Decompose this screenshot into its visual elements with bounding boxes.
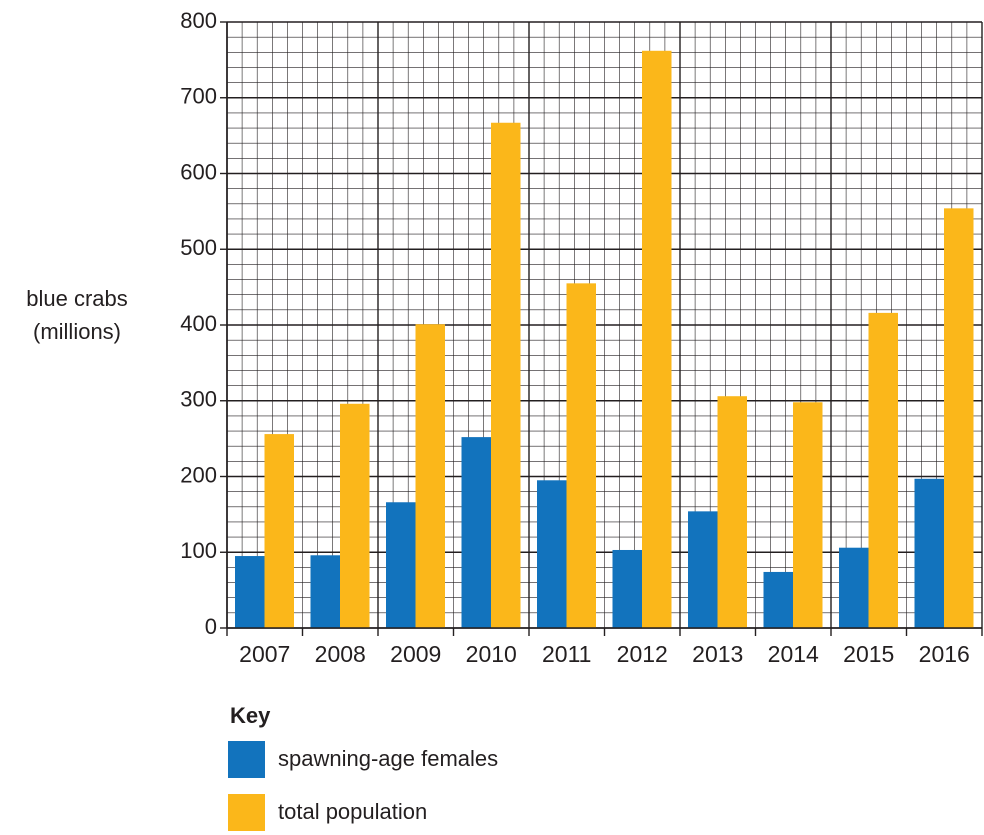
- legend-title: Key: [230, 703, 271, 728]
- bar: [310, 555, 340, 628]
- y-tick-label: 100: [180, 538, 217, 563]
- x-tick-label: 2015: [843, 641, 894, 667]
- y-tick-label: 200: [180, 462, 217, 487]
- x-tick-label: 2007: [239, 641, 290, 667]
- x-tick-label: 2016: [919, 641, 970, 667]
- legend-label: spawning-age females: [278, 746, 498, 771]
- y-tick-label: 500: [180, 235, 217, 260]
- x-tick-label: 2011: [542, 641, 591, 667]
- y-tick-label: 800: [180, 8, 217, 33]
- bar: [642, 50, 672, 629]
- x-tick-label: 2014: [768, 641, 819, 667]
- bar: [717, 396, 747, 628]
- bar: [868, 312, 898, 628]
- x-tick-label: 2013: [692, 641, 743, 667]
- x-tick-label: 2009: [390, 641, 441, 667]
- bar: [914, 478, 944, 628]
- bar: [415, 324, 445, 628]
- y-tick-label: 300: [180, 387, 217, 412]
- y-tick-label: 0: [205, 614, 217, 639]
- bar: [537, 480, 567, 628]
- x-tick-label: 2008: [315, 641, 366, 667]
- legend-swatch: [228, 741, 265, 778]
- legend-swatch: [228, 794, 265, 831]
- bar: [793, 402, 823, 628]
- x-tick-label: 2010: [466, 641, 517, 667]
- y-axis-label: blue crabs: [26, 286, 128, 311]
- y-tick-label: 400: [180, 311, 217, 336]
- bar: [612, 549, 642, 628]
- y-tick-label: 600: [180, 159, 217, 184]
- bar: [264, 434, 294, 628]
- bar: [235, 556, 265, 628]
- x-tick-label: 2012: [617, 641, 668, 667]
- bar: [839, 547, 869, 628]
- bar: [386, 502, 416, 628]
- bar: [340, 403, 370, 628]
- legend-label: total population: [278, 799, 427, 824]
- y-axis-label: (millions): [33, 319, 121, 344]
- bar: [566, 283, 596, 628]
- y-tick-label: 700: [180, 84, 217, 109]
- bar: [461, 437, 491, 628]
- bar: [944, 208, 974, 628]
- bar: [688, 511, 718, 628]
- bar: [763, 571, 793, 628]
- bar: [491, 122, 521, 628]
